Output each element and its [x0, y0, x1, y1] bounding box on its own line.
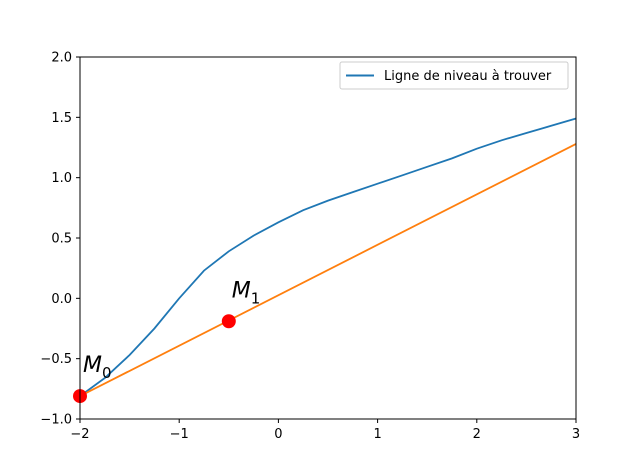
axes-layer: −2 −1 0 1 2 3 −1.0 −0.5 0.0 0.5 1.0 1.5 2.0	[40, 51, 580, 443]
points-layer: M0 M1	[73, 278, 261, 404]
y-tick-label: 0.5	[51, 232, 72, 247]
x-tick-label: 2	[473, 427, 481, 442]
plot-frame	[79, 56, 577, 420]
series-layer	[79, 117, 577, 397]
y-tick-label: −0.5	[40, 352, 72, 367]
y-tick-label: 0.0	[51, 292, 72, 307]
point-marker-1	[221, 314, 236, 329]
y-tick-label: 2.0	[51, 51, 72, 66]
y-tick-label: 1.5	[51, 111, 72, 126]
point-label-0: M0	[83, 353, 112, 382]
series-line-1	[79, 143, 577, 397]
series-line-0	[79, 117, 577, 397]
x-tick-label: 1	[373, 427, 381, 442]
x-tick-label: 0	[274, 427, 282, 442]
x-tick-label: −2	[70, 427, 89, 442]
y-tick-label: −1.0	[40, 413, 72, 428]
x-tick-label: −1	[170, 427, 189, 442]
legend-box	[339, 61, 569, 90]
legend-label: Ligne de niveau à trouver	[384, 69, 552, 84]
x-tick-label: 3	[572, 427, 580, 442]
legend: Ligne de niveau à trouver	[339, 61, 569, 90]
point-label-1: M1	[232, 278, 261, 307]
y-tick-label: 1.0	[51, 171, 72, 186]
